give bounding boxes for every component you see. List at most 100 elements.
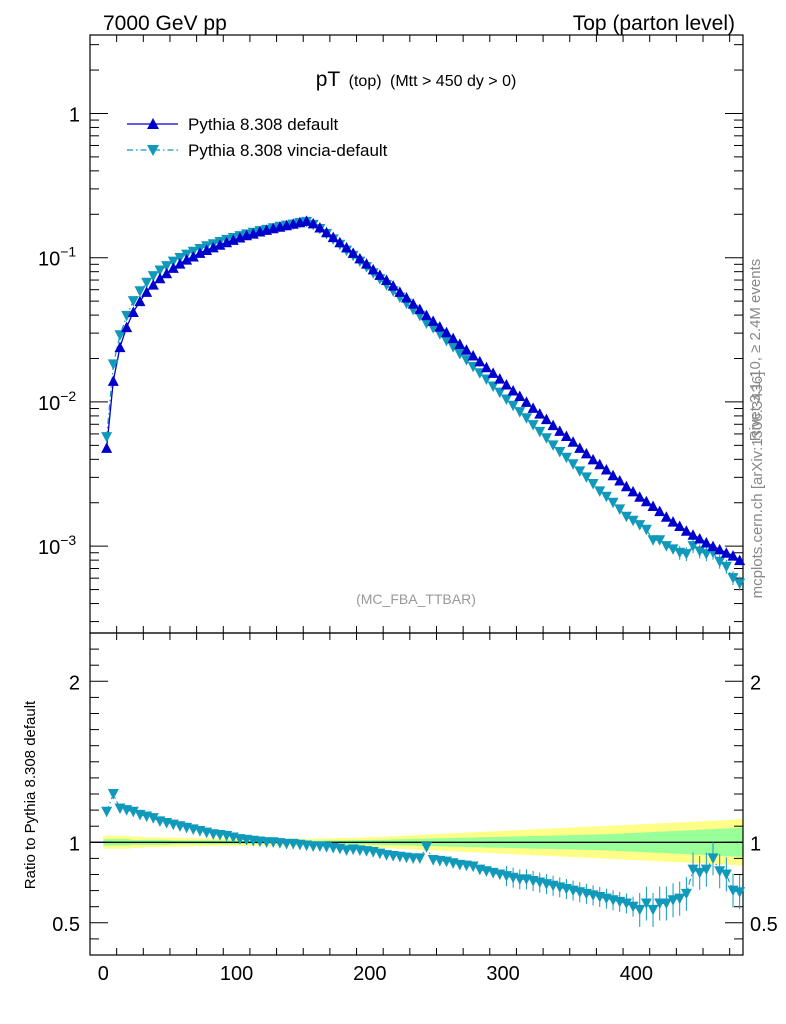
marker-default xyxy=(194,247,206,258)
marker-default xyxy=(574,442,586,453)
marker-default xyxy=(107,375,119,386)
chart-title-cond: (Mtt > 450 dy > 0) xyxy=(390,73,516,90)
x-tick-label: 400 xyxy=(620,963,653,985)
marker-default xyxy=(301,215,313,226)
x-tick-label: 100 xyxy=(220,963,253,985)
marker-default xyxy=(161,267,173,279)
ratio-marker-vincia xyxy=(627,901,639,913)
marker-default xyxy=(347,247,359,258)
y-tick-label-main: 10−1 xyxy=(38,244,76,271)
marker-vincia xyxy=(447,342,459,353)
marker-default xyxy=(494,373,506,384)
y-tick-label-exp: −1 xyxy=(60,244,76,260)
marker-vincia xyxy=(660,541,672,552)
marker-default xyxy=(634,491,646,502)
marker-default xyxy=(201,244,213,256)
chart-title-sub: (top) xyxy=(349,73,382,90)
marker-vincia xyxy=(494,387,506,399)
marker-default xyxy=(374,269,386,280)
ratio-marker-vincia xyxy=(694,867,706,879)
ratio-marker-vincia xyxy=(640,898,652,909)
ratio-marker-vincia xyxy=(714,866,726,877)
series-line-default xyxy=(106,220,741,561)
marker-vincia xyxy=(440,335,452,347)
marker-default xyxy=(314,221,326,233)
y-tick-label-ratio-left: 0.5 xyxy=(52,914,80,936)
marker-default xyxy=(474,355,486,367)
marker-vincia xyxy=(714,556,726,568)
marker-vincia xyxy=(121,310,133,322)
marker-default xyxy=(680,525,692,536)
side-label-rivet: Rivet 3.1.10, ≥ 2.4M events xyxy=(747,259,764,442)
y-tick-label-exp: −2 xyxy=(60,388,76,404)
marker-vincia xyxy=(154,265,166,277)
y-tick-label-base: 10 xyxy=(38,537,60,559)
marker-default xyxy=(414,303,426,315)
marker-default xyxy=(367,263,379,275)
marker-vincia xyxy=(520,413,532,424)
y-tick-label-exp: −3 xyxy=(60,532,76,548)
marker-default xyxy=(707,540,719,552)
marker-default xyxy=(440,326,452,338)
marker-default xyxy=(487,367,499,378)
ratio-marker-vincia xyxy=(647,904,659,916)
marker-default xyxy=(341,241,353,253)
marker-default xyxy=(454,338,466,350)
x-tick-label: 300 xyxy=(486,963,519,985)
marker-default xyxy=(520,396,532,407)
marker-default xyxy=(460,344,472,355)
marker-vincia xyxy=(454,348,466,360)
marker-default xyxy=(560,430,572,442)
marker-default xyxy=(434,321,446,332)
marker-default xyxy=(647,500,659,511)
ratio-marker-vincia xyxy=(660,898,672,909)
marker-default xyxy=(567,436,579,447)
ratio-marker-vincia xyxy=(341,845,353,856)
marker-vincia xyxy=(634,520,646,531)
marker-vincia xyxy=(167,256,179,268)
ratio-marker-vincia xyxy=(107,789,119,800)
marker-vincia xyxy=(720,561,732,573)
y-tick-label-base: 10 xyxy=(38,393,60,415)
marker-vincia xyxy=(640,524,652,536)
ratio-marker-vincia xyxy=(707,853,719,864)
marker-vincia xyxy=(101,432,113,443)
legend-label-vincia: Pythia 8.308 vincia-default xyxy=(188,141,388,160)
marker-vincia xyxy=(734,578,746,590)
marker-vincia xyxy=(547,440,559,451)
marker-default xyxy=(101,442,113,453)
x-tick-label: 0 xyxy=(98,963,109,985)
marker-vincia xyxy=(134,286,146,297)
ratio-marker-vincia xyxy=(687,864,699,876)
marker-default xyxy=(394,286,406,297)
marker-vincia xyxy=(514,407,526,418)
marker-default xyxy=(580,447,592,459)
marker-default xyxy=(420,309,432,321)
marker-default xyxy=(427,315,439,326)
marker-vincia xyxy=(127,296,139,307)
ratio-marker-vincia xyxy=(127,806,139,818)
side-label-mcplots: mcplots.cern.ch [arXiv:1306.3436] xyxy=(749,372,766,599)
marker-default xyxy=(654,505,666,517)
legend-marker-vincia xyxy=(147,145,159,156)
ratio-marker-vincia xyxy=(414,853,426,864)
y-tick-label-base: 10 xyxy=(38,249,60,271)
x-tick-label: 200 xyxy=(353,963,386,985)
marker-default xyxy=(714,543,726,555)
marker-default xyxy=(507,385,519,396)
marker-default xyxy=(674,520,686,531)
marker-default xyxy=(734,554,746,566)
marker-vincia xyxy=(620,511,632,523)
legend: Pythia 8.308 default Pythia 8.308 vincia… xyxy=(127,115,388,160)
marker-default xyxy=(627,485,639,497)
marker-default xyxy=(527,402,539,413)
marker-default xyxy=(687,529,699,540)
marker-default xyxy=(500,379,512,390)
marker-default xyxy=(514,390,526,401)
chart-title-main: pT xyxy=(316,68,341,91)
marker-default xyxy=(700,537,712,548)
marker-default xyxy=(321,226,333,238)
marker-default xyxy=(134,295,146,307)
marker-vincia xyxy=(161,261,173,272)
marker-vincia xyxy=(627,515,639,527)
